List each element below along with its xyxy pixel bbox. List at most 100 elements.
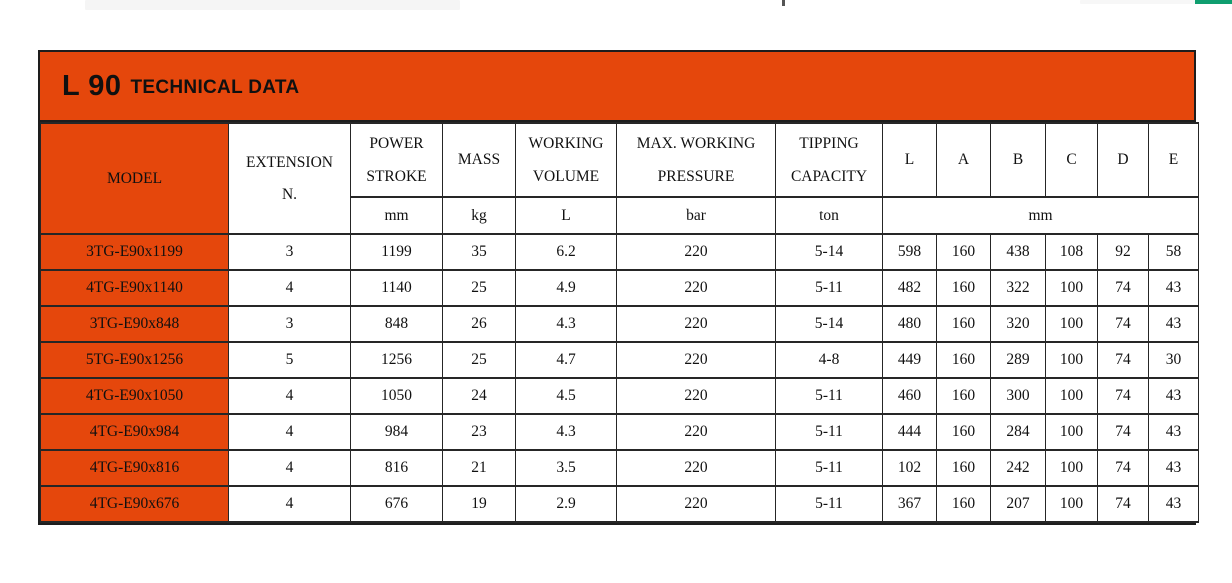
cell-dim-E: 43	[1148, 485, 1199, 523]
cell-max-working-pressure: 220	[616, 485, 776, 523]
technical-data-table: MODEL EXTENSION N. POWER STROKE MASS WOR…	[40, 122, 1199, 523]
cell-power-stroke: 676	[350, 485, 443, 523]
cell-dim-C: 100	[1045, 485, 1098, 523]
cell-dim-B: 320	[990, 305, 1046, 343]
cell-dim-C: 100	[1045, 377, 1098, 415]
cell-dim-L: 449	[882, 341, 937, 379]
table-body: 3TG-E90x1199 3 1199 35 6.2 220 5-14 598 …	[40, 233, 1199, 523]
cell-max-working-pressure: 220	[616, 413, 776, 451]
cell-tipping-capacity: 5-11	[775, 269, 883, 307]
cell-dim-B: 207	[990, 485, 1046, 523]
unit-mass: kg	[442, 196, 516, 235]
cell-dim-A: 160	[936, 413, 991, 451]
cell-mass: 19	[442, 485, 516, 523]
cell-dim-C: 100	[1045, 413, 1098, 451]
cell-dim-D: 74	[1097, 413, 1149, 451]
header-dim-C: C	[1045, 122, 1098, 198]
cell-max-working-pressure: 220	[616, 305, 776, 343]
cell-dim-A: 160	[936, 269, 991, 307]
cell-tipping-capacity: 5-11	[775, 377, 883, 415]
cell-tipping-capacity: 5-11	[775, 485, 883, 523]
cell-working-volume: 4.9	[515, 269, 617, 307]
cell-dim-C: 100	[1045, 449, 1098, 487]
cell-model: 4TG-E90x1050	[40, 377, 229, 415]
cell-dim-E: 43	[1148, 449, 1199, 487]
cell-dim-A: 160	[936, 341, 991, 379]
cell-tipping-capacity: 5-11	[775, 413, 883, 451]
unit-power-stroke: mm	[350, 196, 443, 235]
title-model-series: L 90	[62, 69, 122, 102]
cell-working-volume: 6.2	[515, 233, 617, 271]
cell-dim-E: 58	[1148, 233, 1199, 271]
cell-dim-C: 100	[1045, 269, 1098, 307]
top-right-green-bar	[1195, 0, 1232, 4]
header-power-stroke: POWER STROKE	[350, 122, 443, 198]
cell-tipping-capacity: 5-14	[775, 233, 883, 271]
table-row: 4TG-E90x676 4 676 19 2.9 220 5-11 367 16…	[40, 485, 1199, 523]
cell-model: 4TG-E90x984	[40, 413, 229, 451]
cell-model: 4TG-E90x676	[40, 485, 229, 523]
cell-extension-n: 4	[228, 269, 351, 307]
cell-dim-E: 43	[1148, 377, 1199, 415]
cell-power-stroke: 1140	[350, 269, 443, 307]
cell-dim-L: 367	[882, 485, 937, 523]
cell-dim-D: 92	[1097, 233, 1149, 271]
header-dim-D: D	[1097, 122, 1149, 198]
cell-extension-n: 4	[228, 413, 351, 451]
cell-extension-n: 3	[228, 305, 351, 343]
header-extension-n: EXTENSION N.	[228, 122, 351, 235]
table-row: 4TG-E90x816 4 816 21 3.5 220 5-11 102 16…	[40, 449, 1199, 487]
cell-dim-D: 74	[1097, 377, 1149, 415]
cell-model: 3TG-E90x848	[40, 305, 229, 343]
table-row: 5TG-E90x1256 5 1256 25 4.7 220 4-8 449 1…	[40, 341, 1199, 379]
cell-max-working-pressure: 220	[616, 341, 776, 379]
unit-dimensions: mm	[882, 196, 1199, 235]
cell-dim-E: 43	[1148, 413, 1199, 451]
cell-mass: 35	[442, 233, 516, 271]
cell-dim-E: 43	[1148, 305, 1199, 343]
cell-tipping-capacity: 5-11	[775, 449, 883, 487]
cell-dim-L: 598	[882, 233, 937, 271]
cell-working-volume: 3.5	[515, 449, 617, 487]
cell-model: 4TG-E90x1140	[40, 269, 229, 307]
table-row: 3TG-E90x848 3 848 26 4.3 220 5-14 480 16…	[40, 305, 1199, 343]
cell-dim-L: 444	[882, 413, 937, 451]
header-working-volume: WORKING VOLUME	[515, 122, 617, 198]
cell-power-stroke: 1199	[350, 233, 443, 271]
cell-dim-D: 74	[1097, 269, 1149, 307]
cell-working-volume: 4.3	[515, 413, 617, 451]
cell-power-stroke: 848	[350, 305, 443, 343]
cell-extension-n: 4	[228, 449, 351, 487]
cell-working-volume: 2.9	[515, 485, 617, 523]
cell-power-stroke: 984	[350, 413, 443, 451]
header-model: MODEL	[40, 122, 229, 235]
table-row: 4TG-E90x1050 4 1050 24 4.5 220 5-11 460 …	[40, 377, 1199, 415]
cell-dim-B: 322	[990, 269, 1046, 307]
cell-dim-B: 300	[990, 377, 1046, 415]
cell-dim-B: 242	[990, 449, 1046, 487]
datasheet-title-bar: L 90 TECHNICAL DATA	[40, 52, 1194, 122]
cell-max-working-pressure: 220	[616, 269, 776, 307]
cell-tipping-capacity: 5-14	[775, 305, 883, 343]
cell-power-stroke: 1256	[350, 341, 443, 379]
cell-dim-L: 480	[882, 305, 937, 343]
cell-dim-E: 43	[1148, 269, 1199, 307]
cell-dim-B: 438	[990, 233, 1046, 271]
header-dim-L: L	[882, 122, 937, 198]
technical-datasheet: L 90 TECHNICAL DATA MODEL EXTENSION N. P…	[38, 50, 1199, 525]
cell-mass: 26	[442, 305, 516, 343]
cell-model: 5TG-E90x1256	[40, 341, 229, 379]
cell-dim-D: 74	[1097, 305, 1149, 343]
cropped-text-tick	[782, 0, 785, 6]
cell-mass: 25	[442, 269, 516, 307]
cell-working-volume: 4.3	[515, 305, 617, 343]
cell-max-working-pressure: 220	[616, 449, 776, 487]
cell-mass: 25	[442, 341, 516, 379]
header-max-working-pressure: MAX. WORKING PRESSURE	[616, 122, 776, 198]
cell-mass: 24	[442, 377, 516, 415]
header-dim-B: B	[990, 122, 1046, 198]
cell-extension-n: 4	[228, 485, 351, 523]
cell-dim-C: 100	[1045, 341, 1098, 379]
title-subtitle: TECHNICAL DATA	[130, 77, 300, 98]
cell-dim-A: 160	[936, 377, 991, 415]
